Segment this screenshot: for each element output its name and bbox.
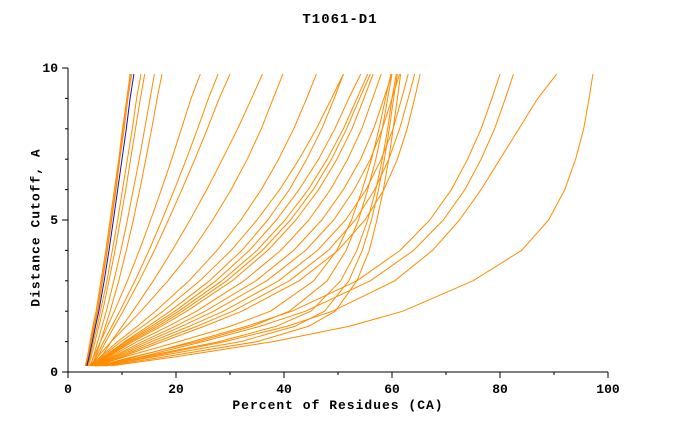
model-curve <box>99 73 501 367</box>
model-curve <box>89 73 284 367</box>
x-tick-label: 40 <box>276 382 292 397</box>
x-tick-label: 100 <box>596 382 620 397</box>
model-curve <box>101 73 514 367</box>
axes <box>67 68 608 373</box>
model-curve <box>91 73 231 367</box>
model-curve <box>84 74 132 367</box>
model-curve <box>85 74 131 367</box>
model-curve <box>95 73 401 367</box>
x-tick-label: 0 <box>64 382 72 397</box>
model-curve <box>93 73 371 367</box>
model-curve <box>88 74 146 367</box>
model-curve <box>93 73 374 367</box>
x-tick-label: 80 <box>492 382 508 397</box>
model-curve <box>90 73 362 367</box>
model-curve <box>100 74 397 367</box>
model-curve <box>92 73 369 367</box>
model-curve <box>89 74 155 367</box>
model-curve <box>105 74 402 367</box>
x-axis-label: Percent of Residues (CA) <box>232 398 444 413</box>
model-curve <box>97 74 393 367</box>
y-tick-label: 10 <box>42 61 58 76</box>
model-curve <box>90 73 317 367</box>
x-tick-label: 20 <box>168 382 184 397</box>
model-curve <box>111 74 594 367</box>
model-curve <box>90 73 219 367</box>
model-curve <box>89 73 201 367</box>
chart-title: T1061-D1 <box>302 12 378 28</box>
model-curve <box>95 73 392 367</box>
model-curve <box>86 74 142 367</box>
model-curve <box>94 73 393 367</box>
model-curve <box>97 73 421 367</box>
x-tick-label: 60 <box>384 382 400 397</box>
model-curve <box>91 73 344 367</box>
model-curve <box>91 73 344 367</box>
model-curve <box>97 73 416 367</box>
y-tick-label: 0 <box>50 365 58 380</box>
model-curve <box>104 73 558 367</box>
model-curve <box>94 73 382 367</box>
model-curve <box>103 74 398 367</box>
highlight-curve <box>86 74 135 367</box>
y-tick-label: 5 <box>50 213 58 228</box>
